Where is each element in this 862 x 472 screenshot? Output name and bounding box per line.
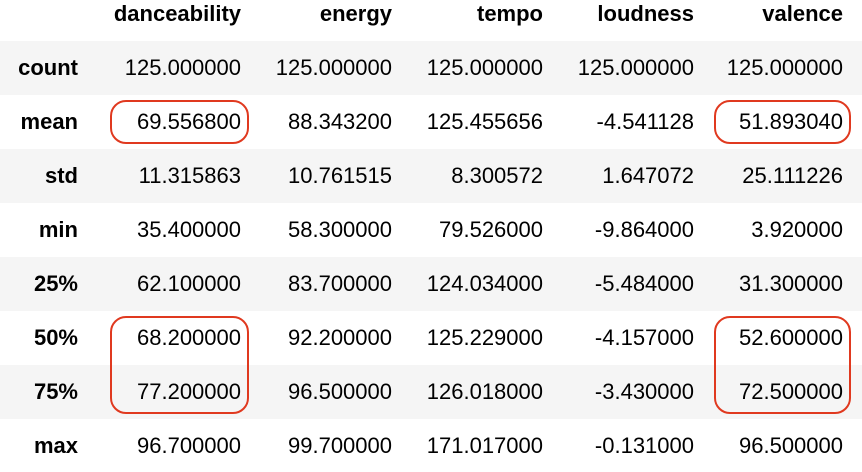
column-header-valence: valence — [762, 1, 843, 26]
table-cell: -5.484000 — [594, 271, 694, 296]
table-cell: 125.000000 — [726, 55, 843, 80]
row-label: 50% — [33, 325, 78, 350]
column-header-danceability: danceability — [113, 1, 241, 26]
table-cell: 171.017000 — [426, 433, 543, 458]
table-cell: 58.300000 — [288, 217, 392, 242]
table-cell: 77.200000 — [137, 379, 241, 404]
table-cell: 3.920000 — [751, 217, 843, 242]
table-row-min: min 35.400000 58.300000 79.526000 -9.864… — [0, 203, 862, 257]
table-cell: 1.647072 — [602, 163, 694, 188]
table-cell: 125.000000 — [275, 55, 392, 80]
row-label: min — [38, 217, 78, 242]
table-cell: 99.700000 — [288, 433, 392, 458]
table-cell: 125.455656 — [426, 109, 543, 134]
table-cell: 96.500000 — [288, 379, 392, 404]
table-cell: -9.864000 — [594, 217, 694, 242]
table-cell: -3.430000 — [594, 379, 694, 404]
row-label: std — [45, 163, 78, 188]
column-header-loudness: loudness — [597, 1, 694, 26]
row-label: 75% — [33, 379, 78, 404]
table-cell: 125.000000 — [124, 55, 241, 80]
table-cell: 51.893040 — [739, 109, 843, 134]
row-label: max — [33, 433, 78, 458]
table-cell: 125.000000 — [577, 55, 694, 80]
table-cell: 96.500000 — [739, 433, 843, 458]
table-cell: 72.500000 — [739, 379, 843, 404]
table-cell: -4.157000 — [594, 325, 694, 350]
column-header-tempo: tempo — [477, 1, 543, 26]
table-cell: 35.400000 — [137, 217, 241, 242]
table-cell: -0.131000 — [594, 433, 694, 458]
table-row-75pct: 75% 77.200000 96.500000 126.018000 -3.43… — [0, 365, 862, 419]
table-cell: 125.229000 — [426, 325, 543, 350]
table-cell: 25.111226 — [742, 163, 843, 188]
table-cell: 68.200000 — [137, 325, 241, 350]
table-cell: 126.018000 — [426, 379, 543, 404]
table-cell: 79.526000 — [439, 217, 543, 242]
table-row-50pct: 50% 68.200000 92.200000 125.229000 -4.15… — [0, 311, 862, 365]
table-cell: 125.000000 — [426, 55, 543, 80]
table-cell: -4.541128 — [596, 109, 694, 134]
table-cell: 92.200000 — [288, 325, 392, 350]
table-row-mean: mean 69.556800 88.343200 125.455656 -4.5… — [0, 95, 862, 149]
table-cell: 83.700000 — [288, 271, 392, 296]
table-row-std: std 11.315863 10.761515 8.300572 1.64707… — [0, 149, 862, 203]
table-header-row: danceability energy tempo loudness valen… — [0, 0, 862, 54]
table-row-max: max 96.700000 99.700000 171.017000 -0.13… — [0, 419, 862, 472]
table-cell: 52.600000 — [739, 325, 843, 350]
table-cell: 69.556800 — [137, 109, 241, 134]
column-header-energy: energy — [319, 1, 392, 26]
row-label: 25% — [33, 271, 78, 296]
table-cell: 31.300000 — [739, 271, 843, 296]
table-cell: 96.700000 — [137, 433, 241, 458]
table-cell: 10.761515 — [288, 163, 392, 188]
table-cell: 62.100000 — [137, 271, 241, 296]
table-cell: 11.315863 — [138, 163, 241, 188]
table-row-25pct: 25% 62.100000 83.700000 124.034000 -5.48… — [0, 257, 862, 311]
table-cell: 124.034000 — [426, 271, 543, 296]
row-label: mean — [20, 109, 78, 134]
row-label: count — [18, 55, 78, 80]
table-cell: 8.300572 — [451, 163, 543, 188]
table-row-count: count 125.000000 125.000000 125.000000 1… — [0, 41, 862, 95]
table-cell: 88.343200 — [288, 109, 392, 134]
